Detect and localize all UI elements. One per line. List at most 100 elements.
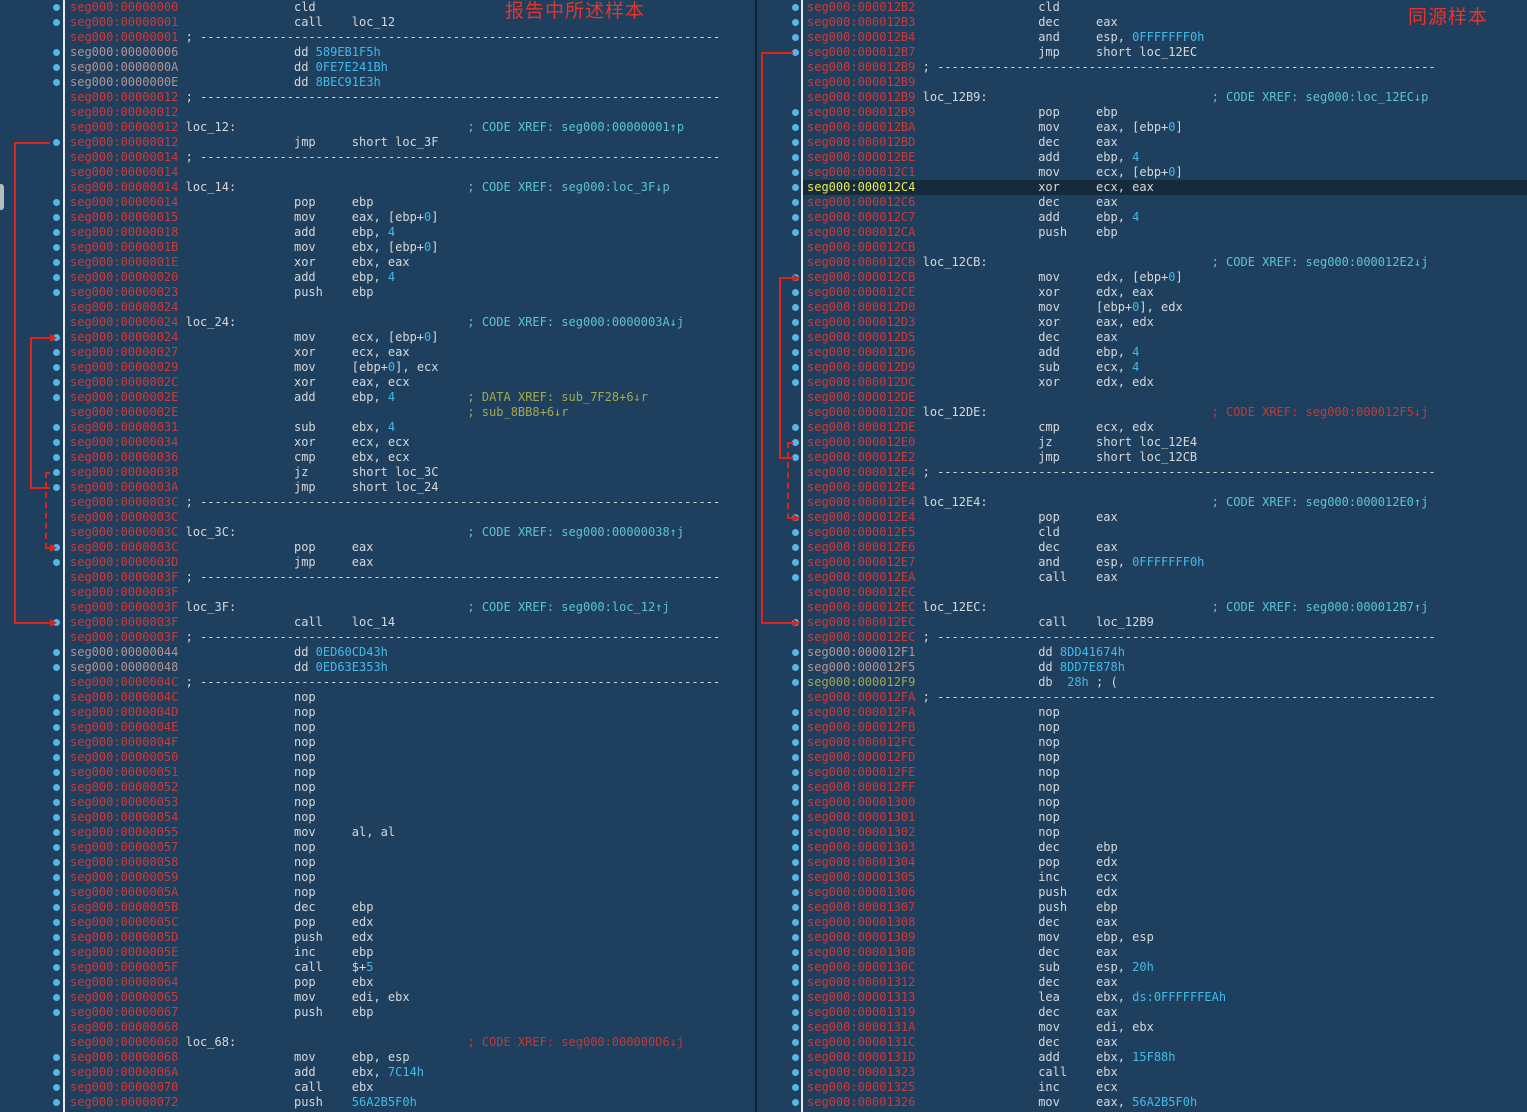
asm-line[interactable]: seg000:00000053 nop: [0, 795, 755, 810]
asm-line[interactable]: seg000:0000002E add ebp, 4 ; DATA XREF: …: [0, 390, 755, 405]
asm-line[interactable]: seg000:0000002C xor eax, ecx: [0, 375, 755, 390]
asm-line[interactable]: seg000:00000064 pop ebx: [0, 975, 755, 990]
asm-line[interactable]: seg000:000012B9 pop ebp: [757, 105, 1527, 120]
asm-line[interactable]: seg000:00000034 xor ecx, ecx: [0, 435, 755, 450]
asm-line[interactable]: seg000:000012CB mov edx, [ebp+0]: [757, 270, 1527, 285]
asm-line[interactable]: seg000:00000072 push 56A2B5F0h: [0, 1095, 755, 1110]
asm-line[interactable]: seg000:0000004E nop: [0, 720, 755, 735]
asm-line[interactable]: seg000:0000005E inc ebp: [0, 945, 755, 960]
asm-line[interactable]: seg000:00000054 nop: [0, 810, 755, 825]
asm-line[interactable]: seg000:00001300 nop: [757, 795, 1527, 810]
asm-line[interactable]: seg000:0000003F ; ----------------------…: [70, 570, 721, 584]
asm-line[interactable]: seg000:000012F1 dd 8DD41674h: [757, 645, 1527, 660]
asm-line[interactable]: seg000:00001303 dec ebp: [757, 840, 1527, 855]
asm-line[interactable]: seg000:00000068: [70, 1020, 179, 1034]
asm-line[interactable]: seg000:0000131D add ebx, 15F88h: [757, 1050, 1527, 1065]
asm-line[interactable]: seg000:000012EC loc_12EC: ; CODE XREF: s…: [807, 600, 1429, 614]
asm-line[interactable]: seg000:000012FB nop: [757, 720, 1527, 735]
asm-line[interactable]: seg000:00000012 loc_12: ; CODE XREF: seg…: [70, 120, 685, 134]
asm-line[interactable]: seg000:00000067 push ebp: [0, 1005, 755, 1020]
asm-line[interactable]: seg000:00000012 jmp short loc_3F: [0, 135, 755, 150]
asm-line[interactable]: seg000:000012E2 jmp short loc_12CB: [757, 450, 1527, 465]
asm-line[interactable]: seg000:0000003A jmp short loc_24: [0, 480, 755, 495]
asm-line[interactable]: seg000:000012BD dec eax: [757, 135, 1527, 150]
asm-line[interactable]: seg000:000012CA push ebp: [757, 225, 1527, 240]
asm-line[interactable]: seg000:000012C1 mov ecx, [ebp+0]: [757, 165, 1527, 180]
asm-line[interactable]: seg000:00001312 dec eax: [757, 975, 1527, 990]
asm-line[interactable]: seg000:00000024 mov ecx, [ebp+0]: [0, 330, 755, 345]
asm-line[interactable]: seg000:0000000A dd 0FE7E241Bh: [0, 60, 755, 75]
asm-line[interactable]: seg000:00001308 dec eax: [757, 915, 1527, 930]
asm-line[interactable]: seg000:000012CE xor edx, eax: [757, 285, 1527, 300]
asm-line[interactable]: seg000:000012B7 jmp short loc_12EC: [757, 45, 1527, 60]
asm-line[interactable]: seg000:00001326 mov eax, 56A2B5F0h: [757, 1095, 1527, 1110]
asm-line[interactable]: seg000:000012FE nop: [757, 765, 1527, 780]
asm-line[interactable]: seg000:000012BA mov eax, [ebp+0]: [757, 120, 1527, 135]
asm-line[interactable]: seg000:0000002E ; sub_8BB8+6↓r: [70, 405, 569, 419]
asm-line[interactable]: seg000:0000003C: [70, 510, 179, 524]
asm-line[interactable]: seg000:000012EC call loc_12B9: [757, 615, 1527, 630]
asm-line[interactable]: seg000:000012C4 xor ecx, eax: [757, 180, 1527, 195]
asm-line[interactable]: seg000:00000015 mov eax, [ebp+0]: [0, 210, 755, 225]
asm-line[interactable]: seg000:0000003F call loc_14: [0, 615, 755, 630]
asm-line[interactable]: seg000:00000059 nop: [0, 870, 755, 885]
asm-line[interactable]: seg000:0000001B mov ebx, [ebp+0]: [0, 240, 755, 255]
asm-line[interactable]: seg000:00000001 call loc_12: [0, 15, 755, 30]
asm-line[interactable]: seg000:0000003F: [70, 585, 179, 599]
asm-line[interactable]: seg000:0000005D push edx: [0, 930, 755, 945]
asm-line[interactable]: seg000:000012C6 dec eax: [757, 195, 1527, 210]
asm-line[interactable]: seg000:0000003C pop eax: [0, 540, 755, 555]
asm-line[interactable]: seg000:00000027 xor ecx, eax: [0, 345, 755, 360]
asm-line[interactable]: seg000:0000001E xor ebx, eax: [0, 255, 755, 270]
asm-line[interactable]: seg000:000012DC xor edx, edx: [757, 375, 1527, 390]
asm-line[interactable]: seg000:0000004D nop: [0, 705, 755, 720]
asm-line[interactable]: seg000:0000130B dec eax: [757, 945, 1527, 960]
asm-line[interactable]: seg000:00000014: [70, 165, 179, 179]
asm-line[interactable]: seg000:000012E7 and esp, 0FFFFFFF0h: [757, 555, 1527, 570]
asm-line[interactable]: seg000:000012FD nop: [757, 750, 1527, 765]
asm-line[interactable]: seg000:0000131A mov edi, ebx: [757, 1020, 1527, 1035]
asm-line[interactable]: seg000:00001309 mov ebp, esp: [757, 930, 1527, 945]
asm-line[interactable]: seg000:000012CB: [807, 240, 916, 254]
asm-line[interactable]: seg000:000012FF nop: [757, 780, 1527, 795]
asm-line[interactable]: seg000:00000070 call ebx: [0, 1080, 755, 1095]
asm-line[interactable]: seg000:00000052 nop: [0, 780, 755, 795]
asm-line[interactable]: seg000:000012FA nop: [757, 705, 1527, 720]
asm-line[interactable]: seg000:00001302 nop: [757, 825, 1527, 840]
asm-line[interactable]: seg000:000012E5 cld: [757, 525, 1527, 540]
asm-line[interactable]: seg000:000012E0 jz short loc_12E4: [757, 435, 1527, 450]
asm-line[interactable]: seg000:00001323 call ebx: [757, 1065, 1527, 1080]
asm-line[interactable]: seg000:00001307 push ebp: [757, 900, 1527, 915]
asm-line[interactable]: seg000:00000029 mov [ebp+0], ecx: [0, 360, 755, 375]
asm-line[interactable]: seg000:00000068 loc_68: ; CODE XREF: seg…: [70, 1035, 685, 1049]
asm-line[interactable]: seg000:000012B4 and esp, 0FFFFFFF0h: [757, 30, 1527, 45]
asm-line[interactable]: seg000:000012DE: [807, 390, 916, 404]
asm-line[interactable]: seg000:00000024: [70, 300, 179, 314]
asm-line[interactable]: seg000:000012F5 dd 8DD7E878h: [757, 660, 1527, 675]
asm-line[interactable]: seg000:00000050 nop: [0, 750, 755, 765]
asm-line[interactable]: seg000:000012E4 loc_12E4: ; CODE XREF: s…: [807, 495, 1429, 509]
asm-line[interactable]: seg000:000012EC: [807, 585, 916, 599]
asm-line[interactable]: seg000:00001319 dec eax: [757, 1005, 1527, 1020]
asm-line[interactable]: seg000:00000036 cmp ebx, ecx: [0, 450, 755, 465]
asm-line[interactable]: seg000:000012B9 ; ----------------------…: [807, 60, 1436, 74]
asm-line[interactable]: seg000:000012B9: [807, 75, 916, 89]
asm-line[interactable]: seg000:00000068 mov ebp, esp: [0, 1050, 755, 1065]
asm-line[interactable]: seg000:0000005F call $+5: [0, 960, 755, 975]
asm-line[interactable]: seg000:000012FA ; ----------------------…: [807, 690, 1436, 704]
asm-line[interactable]: seg000:00000018 add ebp, 4: [0, 225, 755, 240]
asm-line[interactable]: seg000:00000023 push ebp: [0, 285, 755, 300]
asm-line[interactable]: seg000:000012F9 db 28h ; (: [757, 675, 1527, 690]
asm-line[interactable]: seg000:000012D6 add ebp, 4: [757, 345, 1527, 360]
asm-line[interactable]: seg000:000012CB loc_12CB: ; CODE XREF: s…: [807, 255, 1429, 269]
asm-line[interactable]: seg000:0000131C dec eax: [757, 1035, 1527, 1050]
asm-line[interactable]: seg000:0000130C sub esp, 20h: [757, 960, 1527, 975]
asm-line[interactable]: seg000:000012EA call eax: [757, 570, 1527, 585]
asm-line[interactable]: seg000:00000055 mov al, al: [0, 825, 755, 840]
asm-line[interactable]: seg000:00000006 dd 589EB1F5h: [0, 45, 755, 60]
asm-line[interactable]: seg000:000012BE add ebp, 4: [757, 150, 1527, 165]
asm-line[interactable]: seg000:00000051 nop: [0, 765, 755, 780]
asm-line[interactable]: seg000:00000065 mov edi, ebx: [0, 990, 755, 1005]
asm-line[interactable]: seg000:0000006A add ebx, 7C14h: [0, 1065, 755, 1080]
asm-line[interactable]: seg000:0000005A nop: [0, 885, 755, 900]
